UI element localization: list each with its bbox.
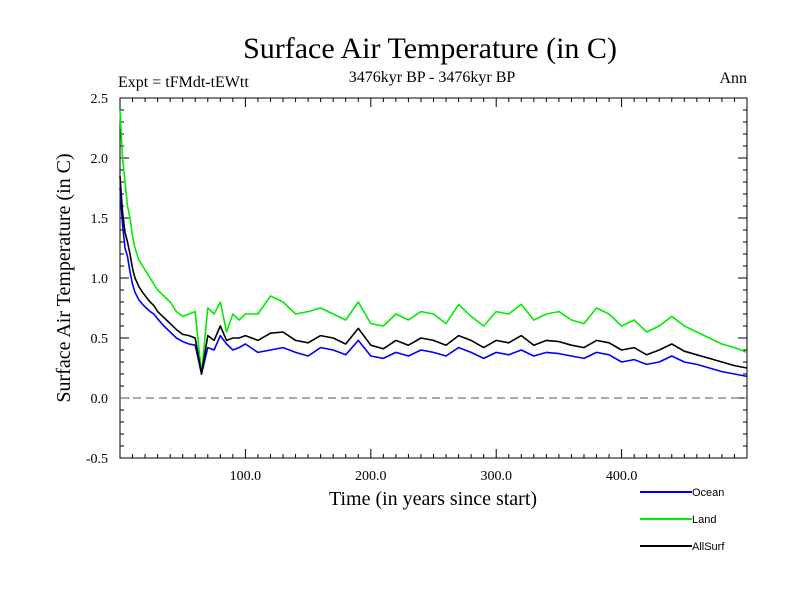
x-tick-label: 300.0 [480,469,512,484]
plot-frame [119,97,748,459]
series-line-land [119,109,748,375]
y-ticks: -0.5 0.0 0.5 1.0 1.5 2.0 2.5 [86,92,747,467]
chart-title: Surface Air Temperature (in C) [243,32,617,65]
experiment-label: Expt = tFMdt-tEWtt [118,74,249,91]
y-tick-label: 2.0 [91,152,109,167]
y-tick-label: 0.5 [91,332,109,347]
x-axis-label: Time (in years since start) [329,488,537,510]
legend-label-ocean: Ocean [692,487,724,499]
x-tick-label: 200.0 [355,469,387,484]
y-axis-label: Surface Air Temperature (in C) [53,153,75,402]
season-label: Ann [719,70,747,87]
legend: Ocean Land AllSurf [640,487,725,553]
y-tick-label: 1.5 [91,212,109,227]
y-tick-label: 2.5 [91,92,109,107]
plot-area: 100.0 200.0 300.0 400.0 -0.5 0.0 0.5 1.0 1.5 2.0… [86,92,748,484]
series-line-ocean [119,187,748,378]
series-lines [119,109,748,378]
y-tick-label: -0.5 [86,452,108,467]
y-tick-label: 1.0 [91,272,109,287]
x-tick-label: 100.0 [230,469,262,484]
x-ticks: 100.0 200.0 300.0 400.0 [132,98,735,484]
y-tick-label: 0.0 [91,392,109,407]
series-line-allsurf [119,175,748,375]
legend-label-land: Land [692,514,716,526]
x-tick-label: 400.0 [606,469,638,484]
legend-label-allsurf: AllSurf [692,541,725,553]
chart-subtitle: 3476kyr BP - 3476kyr BP [349,69,516,86]
